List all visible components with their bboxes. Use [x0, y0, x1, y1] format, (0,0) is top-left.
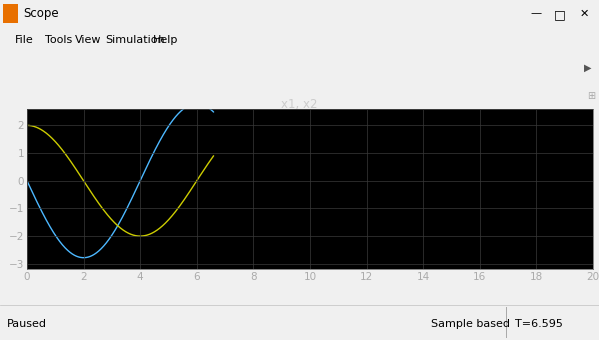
Text: ▶: ▶: [584, 63, 592, 72]
Text: x1, x2: x1, x2: [282, 98, 317, 111]
Text: —: —: [531, 8, 541, 18]
Text: □: □: [554, 8, 566, 21]
Text: ⊞: ⊞: [586, 91, 595, 101]
Bar: [3, 4, 18, 23]
Text: Help: Help: [153, 35, 178, 45]
Text: Simulation: Simulation: [105, 35, 165, 45]
Text: Scope: Scope: [23, 7, 58, 20]
Text: T=6.595: T=6.595: [515, 319, 563, 329]
Bar: [506, 307, 507, 338]
Text: Tools: Tools: [45, 35, 72, 45]
Text: Sample based: Sample based: [431, 319, 510, 329]
Text: Paused: Paused: [7, 319, 47, 329]
Text: View: View: [75, 35, 101, 45]
Text: File: File: [15, 35, 34, 45]
Text: ✕: ✕: [579, 8, 589, 18]
